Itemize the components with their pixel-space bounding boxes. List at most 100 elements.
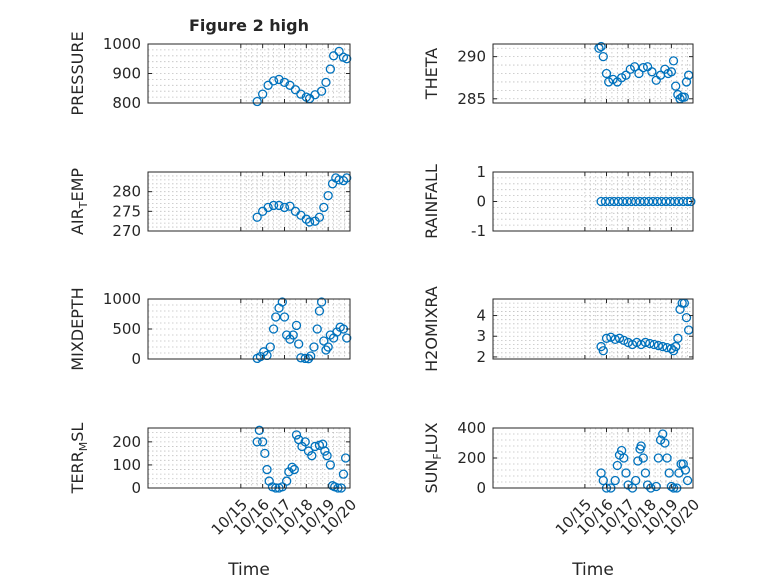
panel-7-ytick-label: 100 bbox=[112, 456, 141, 474]
panel-7-point-2 bbox=[254, 425, 265, 435]
panel-1-point-7 bbox=[285, 80, 295, 90]
panel-2-point-12 bbox=[634, 68, 644, 79]
panel-3-ylabel-sub: T bbox=[77, 201, 90, 209]
panel-3-ylabel-tail: EMP bbox=[68, 168, 87, 202]
panel-8-point-19 bbox=[642, 480, 653, 490]
panel-4-ytick-label: 1 bbox=[476, 163, 486, 181]
panel-7-point-10 bbox=[277, 482, 287, 492]
panel-8-point-18 bbox=[640, 468, 651, 478]
panel-3-ylabel-main: AIR bbox=[68, 208, 87, 235]
panel-5-point-22 bbox=[314, 306, 325, 316]
panel-6-point-2 bbox=[598, 346, 608, 356]
panel-8-point-24 bbox=[658, 429, 668, 439]
panel-5-ytick-label: 500 bbox=[112, 320, 141, 338]
panel-3-point-3 bbox=[263, 202, 273, 213]
panel-6-ytick-label: 4 bbox=[476, 307, 486, 325]
panel-1-point-2 bbox=[257, 89, 268, 99]
panel-1-point-19 bbox=[342, 54, 352, 64]
panel-1-ytick-label: 900 bbox=[112, 65, 141, 83]
panel-8-ytick-label: 400 bbox=[457, 419, 486, 437]
panel-4: -1 0 1 RAINFALL bbox=[422, 163, 696, 240]
panel-8-point-28 bbox=[666, 481, 677, 492]
panel-6-ylabel: H2OMIXRA bbox=[422, 286, 441, 372]
panel-3-ytick-label: 275 bbox=[112, 202, 141, 220]
panel-1-point-6 bbox=[279, 77, 290, 87]
panel-6-point-15 bbox=[653, 340, 664, 351]
panel-8-point-14 bbox=[633, 456, 643, 466]
panel-8-point-33 bbox=[678, 459, 688, 469]
panel-6-point-7 bbox=[619, 335, 629, 346]
panel-1-point-8 bbox=[290, 85, 301, 95]
panel-7-point-14 bbox=[289, 464, 299, 475]
panel-7-point-5 bbox=[262, 464, 272, 475]
panel-4-ylabel: RAINFALL bbox=[422, 164, 441, 239]
panel-2-point-27 bbox=[681, 77, 692, 87]
panel-3-point-4 bbox=[268, 200, 279, 211]
panel-5-point-32 bbox=[342, 333, 352, 343]
panel-3-ylabel: AIRTEMP bbox=[68, 168, 90, 235]
panel-7-ylabel-main: TERR bbox=[68, 451, 87, 494]
panel-2-axes-box bbox=[492, 43, 694, 104]
panel-2-point-9 bbox=[621, 70, 631, 80]
panel-8-point-9 bbox=[619, 453, 629, 463]
panel-7-point-3 bbox=[257, 437, 268, 447]
panel-1-ytick-label: 800 bbox=[112, 94, 141, 112]
panel-7-ylabel-tail: SL bbox=[68, 423, 87, 442]
panel-6-point-21 bbox=[673, 333, 683, 343]
panel-8-point-16 bbox=[636, 441, 646, 451]
panel-7-point-19 bbox=[303, 446, 314, 456]
panel-2-ylabel: THETA bbox=[422, 48, 441, 100]
panel-7-xlabel: Time bbox=[227, 560, 270, 580]
panel-7-ylabel: TERRMSL bbox=[68, 423, 90, 495]
panel-8-point-17 bbox=[638, 453, 648, 463]
panel-7-point-1 bbox=[252, 437, 262, 447]
panel-8-point-5 bbox=[610, 475, 620, 486]
panel-5-ytick-label: 0 bbox=[131, 350, 141, 368]
panel-4-point-22 bbox=[686, 196, 696, 207]
panel-6-point-18 bbox=[666, 344, 677, 354]
panel-1-title: Figure 2 high bbox=[189, 16, 309, 35]
panel-2-point-15 bbox=[647, 67, 657, 77]
panel-7-point-24 bbox=[320, 446, 330, 456]
panel-5-point-13 bbox=[288, 330, 298, 340]
panel-3-ytick-label: 280 bbox=[112, 183, 141, 201]
panel-1: 800 900 1000 PRESSURE Figure 2 high bbox=[68, 16, 352, 116]
panel-3-axes-box bbox=[147, 171, 351, 232]
panel-8-point-21 bbox=[651, 481, 661, 492]
panel-2: 285 290 THETA bbox=[422, 41, 694, 108]
panel-4-ytick-label: 0 bbox=[476, 193, 486, 211]
panel-8-point-25 bbox=[660, 438, 670, 448]
panel-6-point-20 bbox=[671, 341, 681, 352]
panel-8-ylabel-main: SUN bbox=[422, 460, 441, 494]
panel-8-ylabel-sub: F bbox=[431, 453, 444, 459]
panel-8-xlabel: Time bbox=[571, 560, 614, 580]
panel-7-point-25 bbox=[322, 451, 332, 461]
panel-5-point-20 bbox=[309, 342, 319, 352]
panel-7-point-18 bbox=[300, 437, 310, 447]
panel-2-ytick-label: 285 bbox=[457, 90, 486, 108]
panel-7-point-17 bbox=[297, 441, 307, 452]
panel-7-point-4 bbox=[260, 448, 270, 459]
panel-5-point-10 bbox=[279, 312, 290, 322]
panel-5-point-15 bbox=[294, 339, 304, 349]
panel-5-ylabel: MIXDEPTH bbox=[68, 287, 87, 370]
panel-6-point-3 bbox=[601, 333, 612, 343]
panel-7-ytick-label: 0 bbox=[131, 479, 141, 497]
panel-5-point-9 bbox=[277, 297, 287, 307]
panel-5-point-26 bbox=[323, 342, 333, 352]
panel-5-point-17 bbox=[300, 353, 310, 364]
panel-1-point-13 bbox=[316, 86, 327, 96]
panel-6-point-16 bbox=[658, 341, 668, 352]
panel-5-point-23 bbox=[316, 297, 327, 307]
panel-7-point-20 bbox=[307, 451, 317, 461]
panel-3-point-5 bbox=[274, 200, 284, 211]
panel-5-point-2 bbox=[255, 351, 266, 362]
panel-2-point-3 bbox=[598, 51, 608, 62]
panel-2-point-26 bbox=[679, 92, 690, 102]
panel-1-point-3 bbox=[263, 80, 273, 90]
panel-6-point-22 bbox=[675, 304, 685, 314]
panel-6: 2 3 4 H2OMIXRA bbox=[422, 286, 694, 372]
panel-1-point-15 bbox=[325, 64, 335, 74]
